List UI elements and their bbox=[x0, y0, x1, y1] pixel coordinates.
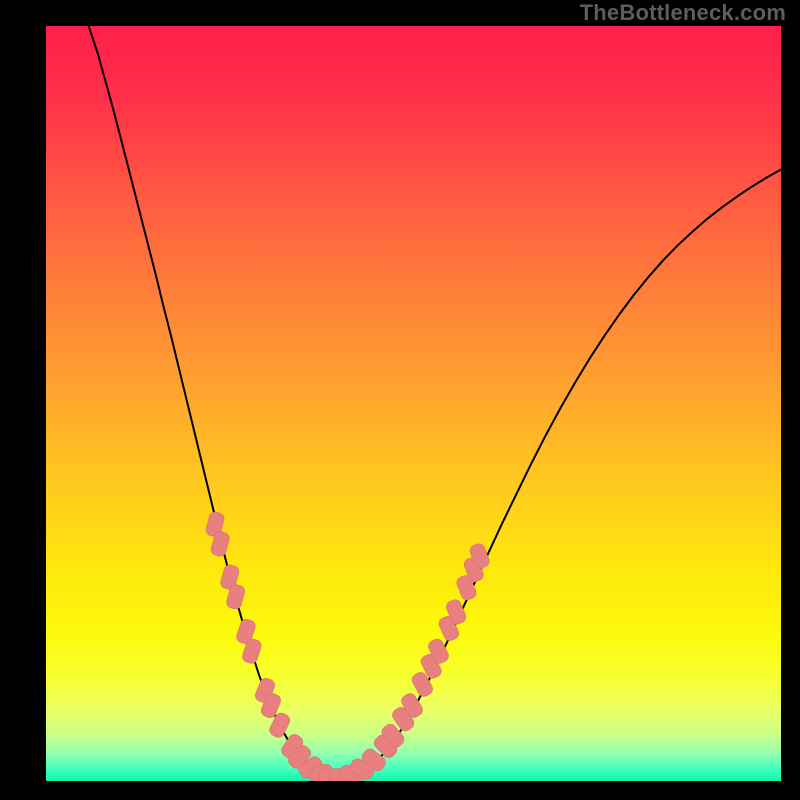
chart-canvas: TheBottleneck.com bbox=[0, 0, 800, 800]
plot-gradient-background bbox=[46, 26, 781, 781]
bottleneck-chart-svg bbox=[0, 0, 800, 800]
plot-area bbox=[46, 26, 781, 785]
